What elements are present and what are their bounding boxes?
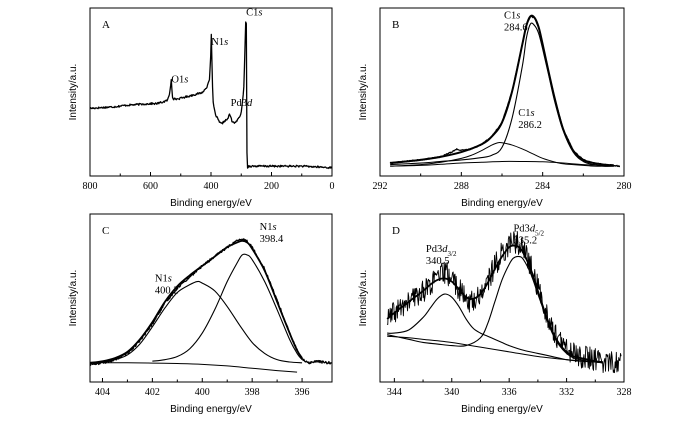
peak-annotation: N1s 400.2	[155, 274, 179, 297]
panel-c: 404 402 400 398 396 Binding energy/eV Intensit…	[68, 213, 333, 415]
plot-frame	[379, 213, 625, 383]
panel-b: 292 288 284 280 Binding energy/eV Intensity/a…	[358, 7, 632, 209]
panel-letter: A	[102, 19, 110, 31]
x-tick-label: 284	[535, 181, 550, 192]
x-axis-title: Binding energy/eV	[461, 198, 543, 209]
plot-frame	[89, 7, 333, 177]
series-baseline	[387, 335, 603, 364]
series-fit-envelope	[90, 240, 303, 364]
x-tick-label: 0	[330, 181, 335, 192]
x-tick-label: 332	[559, 387, 574, 398]
series-baseline	[90, 362, 298, 373]
x-tick-label: 280	[617, 181, 632, 192]
peak-annotation: Pd3d5/2 335.2	[513, 224, 544, 247]
x-tick-label: 402	[145, 387, 160, 398]
x-tick-label: 396	[295, 387, 310, 398]
peak-annotation: O1s	[171, 75, 188, 86]
peak-annotation: C1s 286.2	[518, 108, 542, 131]
series-baseline	[390, 160, 620, 167]
series-peak-398.4	[152, 253, 303, 362]
x-tick-label: 344	[387, 387, 402, 398]
x-axis-title: Binding energy/eV	[461, 404, 543, 415]
panel-letter: D	[392, 225, 400, 237]
peak-annotation: Pd3d	[231, 98, 253, 109]
series-fit-envelope	[386, 244, 603, 363]
x-tick-label: 328	[617, 387, 632, 398]
peak-annotation: C1s	[246, 7, 262, 18]
plot-frame	[89, 213, 333, 383]
series-fit-envelope	[390, 14, 614, 167]
panel-a: 800 600 400 200 0 Binding energy/eV Intensity/…	[68, 7, 335, 209]
y-axis-title: Intensity/a.u.	[68, 64, 79, 121]
series-peak-340.5	[387, 293, 603, 364]
panel-letter: C	[102, 225, 109, 237]
y-axis-title: Intensity/a.u.	[358, 64, 369, 121]
panel-letter: B	[392, 19, 399, 31]
panel-d: 344 340 336 332 328 Binding energy/eV Intensit…	[358, 213, 632, 415]
series-peak-286.2	[390, 141, 614, 167]
x-tick-label: 340	[444, 387, 459, 398]
series-peak-284.6	[390, 22, 614, 167]
x-axis-title: Binding energy/eV	[170, 198, 252, 209]
series-peak-335.2	[387, 255, 603, 364]
series-measured	[389, 15, 621, 168]
plot-frame	[379, 7, 625, 177]
y-axis-title: Intensity/a.u.	[358, 270, 369, 327]
x-tick-label: 336	[502, 387, 517, 398]
x-tick-label: 288	[454, 181, 469, 192]
x-tick-label: 400	[204, 181, 219, 192]
x-tick-label: 400	[195, 387, 210, 398]
peak-annotation: C1s 284.6	[504, 11, 528, 34]
series-measured	[90, 21, 332, 170]
peak-annotation: N1s	[211, 37, 228, 48]
x-tick-label: 398	[245, 387, 260, 398]
peak-annotation: Pd3d3/2 340.5	[426, 244, 457, 267]
x-tick-label: 600	[143, 181, 158, 192]
x-axis-title: Binding energy/eV	[170, 404, 252, 415]
peak-annotation: N1s 398.4	[260, 222, 284, 245]
x-tick-label: 200	[264, 181, 279, 192]
y-axis-title: Intensity/a.u.	[68, 270, 79, 327]
series-peak-400.2	[90, 280, 303, 364]
x-tick-label: 404	[95, 387, 110, 398]
x-tick-label: 292	[373, 181, 388, 192]
x-tick-label: 800	[83, 181, 98, 192]
